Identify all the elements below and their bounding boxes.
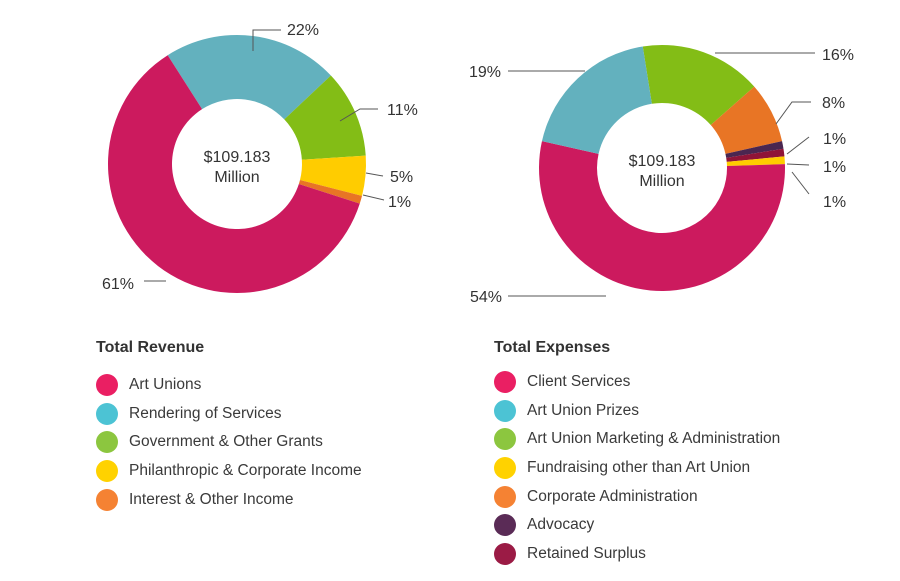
revenue-legend-item: Interest & Other Income (96, 485, 362, 514)
legend-label: Art Unions (129, 376, 202, 394)
donut-slice-advocacy (725, 141, 784, 158)
yellow-swatch-icon (494, 457, 516, 480)
slice-percent-label: 1% (823, 159, 846, 176)
expenses-legend-item: Retained Surplus (494, 540, 780, 569)
center-total-label: Million (214, 169, 259, 186)
donut-slice-art-union-prizes (541, 46, 652, 154)
donut-slice-art-union-marketing-administration (642, 45, 755, 126)
revenue-donut: 61% 22% 11% 5% 1% $109.183 Million (102, 22, 418, 294)
expenses-legend-item: Advocacy (494, 511, 780, 540)
expenses-legend-item: Client Services (494, 368, 780, 397)
revenue-legend-item: Rendering of Services (96, 400, 362, 429)
leader-line (365, 172, 384, 177)
donut-slice-art-unions (107, 55, 360, 294)
legend-label: Government & Other Grants (129, 433, 323, 451)
revenue-legend: Total Revenue Art Unions Rendering of Se… (96, 339, 362, 514)
leader-line (775, 101, 811, 125)
slice-percent-label: 61% (102, 276, 134, 293)
magenta-swatch-icon (96, 374, 118, 397)
leader-line (339, 108, 378, 122)
magenta-swatch-icon (494, 371, 516, 394)
donut-slice-fundraising-other-than-art-union (726, 156, 785, 166)
legend-label: Interest & Other Income (129, 490, 294, 508)
legend-label: Advocacy (527, 516, 595, 534)
donut-slice-retained-surplus (726, 148, 785, 162)
legend-label: Rendering of Services (129, 404, 282, 422)
revenue-legend-title: Total Revenue (96, 339, 205, 356)
slice-percent-label: 22% (287, 22, 319, 39)
yellow-swatch-icon (96, 460, 118, 483)
legend-label: Corporate Administration (527, 487, 698, 505)
revenue-legend-item: Government & Other Grants (96, 428, 362, 457)
slice-percent-label: 1% (823, 194, 846, 211)
leader-line (791, 171, 810, 195)
legend-label: Art Union Prizes (527, 401, 639, 419)
leader-line (362, 194, 385, 201)
slice-percent-label: 8% (822, 95, 845, 112)
expenses-legend-item: Art Union Prizes (494, 397, 780, 426)
legend-label: Fundraising other than Art Union (527, 459, 751, 477)
maroon-swatch-icon (494, 542, 516, 565)
expenses-legend: Total Expenses Client Services Art Union… (494, 339, 780, 568)
orange-swatch-icon (96, 488, 118, 511)
green-swatch-icon (494, 428, 516, 451)
leader-line (786, 136, 810, 155)
revenue-legend-item: Philanthropic & Corporate Income (96, 457, 362, 486)
expenses-legend-item: Fundraising other than Art Union (494, 454, 780, 483)
leader-line (252, 29, 281, 51)
slice-percent-label: 16% (822, 47, 854, 64)
orange-swatch-icon (494, 485, 516, 508)
center-total-label: $109.183 (629, 153, 696, 170)
purple-swatch-icon (494, 514, 516, 537)
slice-percent-label: 1% (823, 131, 846, 148)
slice-percent-label: 19% (469, 64, 501, 81)
expenses-legend-title: Total Expenses (494, 339, 611, 356)
slice-percent-label: 11% (387, 102, 418, 119)
donut-slice-rendering-of-services (167, 34, 331, 120)
slice-percent-label: 54% (470, 289, 502, 306)
legend-label: Art Union Marketing & Administration (527, 430, 781, 448)
slice-percent-label: 5% (390, 169, 413, 186)
expenses-legend-item: Corporate Administration (494, 482, 780, 511)
revenue-legend-item: Art Unions (96, 371, 362, 400)
expenses-legend-item: Art Union Marketing & Administration (494, 425, 780, 454)
teal-swatch-icon (494, 399, 516, 422)
donut-slice-client-services (539, 141, 785, 291)
legend-label: Philanthropic & Corporate Income (129, 462, 362, 480)
legend-label: Client Services (527, 373, 631, 391)
leader-line (786, 163, 810, 166)
donut-charts: 61% 22% 11% 5% 1% $109.183 Million 54% 19% 16% 1%… (102, 22, 854, 306)
center-total-label: Million (639, 173, 684, 190)
center-total-label: $109.183 (204, 149, 271, 166)
donut-slice-philanthropic-corporate-income (299, 155, 366, 196)
slice-percent-label: 1% (388, 194, 411, 211)
donut-slice-government-other-grants (284, 75, 366, 160)
donut-slice-interest-other-income (298, 180, 363, 204)
legend-label: Retained Surplus (527, 544, 646, 562)
green-swatch-icon (96, 431, 118, 454)
expenses-donut: 54% 19% 16% 1% 8% 1% 1% $109.183 Million (469, 45, 854, 306)
donut-slice-corporate-administration (710, 86, 783, 154)
teal-swatch-icon (96, 402, 118, 425)
